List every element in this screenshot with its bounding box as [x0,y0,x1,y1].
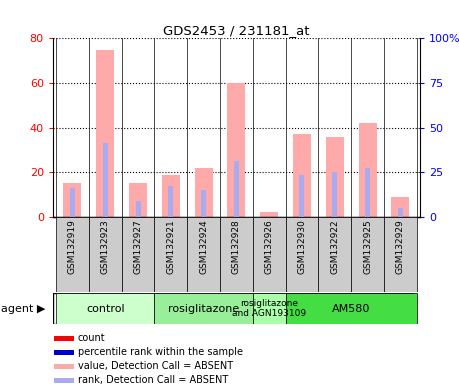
Text: GSM132927: GSM132927 [134,219,143,274]
Bar [154,293,253,324]
Bar [56,293,154,324]
Bar [54,350,74,355]
Bar [285,293,417,324]
Bar [168,186,174,217]
Text: rosiglitazone
and AGN193109: rosiglitazone and AGN193109 [232,299,306,318]
Bar [70,188,75,217]
Text: percentile rank within the sample: percentile rank within the sample [78,347,243,357]
Text: agent ▶: agent ▶ [1,303,46,314]
Bar [187,217,220,292]
Bar [285,217,319,292]
Text: GSM132924: GSM132924 [199,219,208,274]
Text: GSM132926: GSM132926 [265,219,274,274]
Bar [89,217,122,292]
Text: rank, Detection Call = ABSENT: rank, Detection Call = ABSENT [78,375,228,384]
Text: GSM132925: GSM132925 [363,219,372,274]
Text: rosiglitazone: rosiglitazone [168,303,239,314]
Text: GSM132923: GSM132923 [101,219,110,274]
Bar [351,217,384,292]
Bar [253,217,285,292]
Bar [234,161,239,217]
Text: GSM132929: GSM132929 [396,219,405,274]
Bar [162,175,180,217]
Bar [54,364,74,369]
Bar [227,83,246,217]
Bar [135,201,140,217]
Bar [260,212,278,217]
Text: count: count [78,333,105,343]
Bar [201,190,206,217]
Bar [299,175,304,217]
Text: AM580: AM580 [332,303,370,314]
Bar [54,336,74,341]
Text: value, Detection Call = ABSENT: value, Detection Call = ABSENT [78,361,233,371]
Bar [319,217,351,292]
Bar [154,217,187,292]
Bar [358,123,376,217]
Bar [384,217,417,292]
Text: GSM132922: GSM132922 [330,219,339,274]
Bar [326,137,344,217]
Text: GSM132921: GSM132921 [166,219,175,274]
Bar [103,143,108,217]
Bar [129,184,147,217]
Bar [293,134,311,217]
Bar [392,197,409,217]
Bar [253,293,285,324]
Title: GDS2453 / 231181_at: GDS2453 / 231181_at [163,24,310,37]
Bar [220,217,253,292]
Bar [332,172,337,217]
Bar [54,377,74,382]
Text: GSM132930: GSM132930 [297,219,307,274]
Bar [122,217,154,292]
Text: GSM132919: GSM132919 [68,219,77,274]
Text: GSM132928: GSM132928 [232,219,241,274]
Bar [365,168,370,217]
Bar [398,208,403,217]
Bar [63,184,82,217]
Bar [56,217,89,292]
Text: control: control [86,303,124,314]
Bar [96,50,114,217]
Bar [195,168,213,217]
